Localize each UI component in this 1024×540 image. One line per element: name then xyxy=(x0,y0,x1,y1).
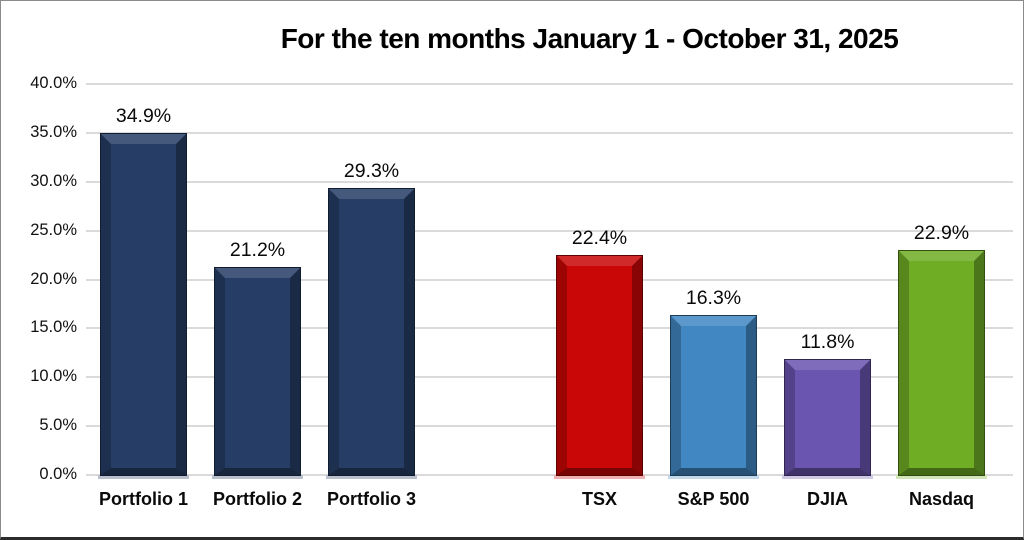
bar-portfolio-3 xyxy=(328,187,415,476)
grid-line xyxy=(86,278,1013,281)
bar-value-label: 22.9% xyxy=(913,222,970,245)
bar-value-label: 34.9% xyxy=(115,104,172,127)
y-tick-label: 15.0% xyxy=(30,318,77,337)
bar-value-label: 11.8% xyxy=(800,330,855,353)
y-tick-label: 30.0% xyxy=(30,171,77,190)
bar-nasdaq xyxy=(898,250,985,476)
bar-shadow-floor xyxy=(212,475,303,479)
grid-line xyxy=(86,229,1013,232)
bar-category-label: Nasdaq xyxy=(908,489,975,509)
bar-category-label: Portfolio 3 xyxy=(327,489,416,509)
bar-djia xyxy=(784,358,871,476)
chart-title: For the ten months January 1 - October 3… xyxy=(280,23,899,54)
bar-value-label: 22.4% xyxy=(571,227,628,250)
bar-value-label: 21.2% xyxy=(229,238,286,261)
bar-tsx xyxy=(556,255,643,476)
bar-shadow-floor xyxy=(554,475,645,479)
bar-shadow-floor xyxy=(668,475,759,479)
bar-s-p-500 xyxy=(670,314,757,476)
bar-portfolio-2 xyxy=(214,266,301,476)
bar-category-label: S&P 500 xyxy=(677,489,750,509)
y-tick-label: 40.0% xyxy=(30,74,77,92)
grid-line xyxy=(86,376,1013,379)
bar-shadow-floor xyxy=(98,475,189,479)
grid-line xyxy=(86,474,1013,476)
bar-value-label: 29.3% xyxy=(343,159,400,182)
grid-line xyxy=(86,425,1013,428)
bar-value-label: 16.3% xyxy=(685,286,742,309)
y-tick-label: 25.0% xyxy=(30,220,77,239)
grid-line xyxy=(86,327,1013,330)
y-tick-label: 35.0% xyxy=(30,122,77,141)
bar-portfolio-1 xyxy=(100,132,187,476)
y-tick-label: 10.0% xyxy=(30,367,77,386)
y-tick-label: 0.0% xyxy=(39,465,77,483)
bar-category-label: DJIA xyxy=(806,489,848,509)
grid-line xyxy=(86,180,1013,183)
bar-shadow-floor xyxy=(896,475,987,479)
y-tick-label: 5.0% xyxy=(39,416,77,435)
grid-line xyxy=(86,83,1013,85)
bar-category-label: Portfolio 1 xyxy=(99,489,188,509)
y-tick-label: 20.0% xyxy=(30,269,77,288)
bar-category-label: TSX xyxy=(581,489,617,509)
bar-shadow-floor xyxy=(326,475,417,479)
bar-shadow-floor xyxy=(782,475,873,479)
grid-line xyxy=(86,131,1013,134)
bar-category-label: Portfolio 2 xyxy=(213,489,302,509)
